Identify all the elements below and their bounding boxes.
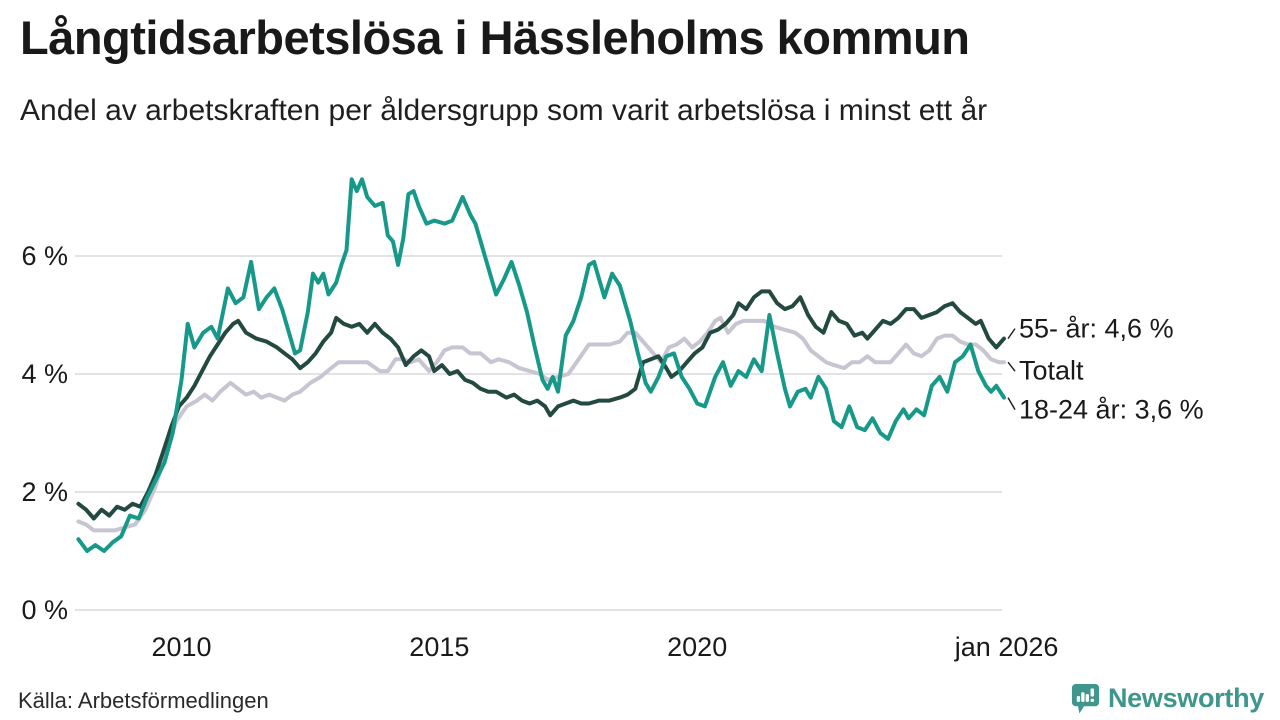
- source-note: Källa: Arbetsförmedlingen: [18, 688, 269, 713]
- x-tick-label: 2020: [667, 632, 728, 662]
- y-tick-label: 0 %: [21, 595, 68, 625]
- series-end-label-55-år: 55- år: 4,6 %: [1019, 313, 1174, 344]
- brand-logo: Newsworthy: [1070, 682, 1264, 715]
- series-line-55-år: [76, 289, 1006, 521]
- series-line-18-24år: [76, 177, 1006, 553]
- brand-name: Newsworthy: [1107, 683, 1264, 713]
- y-tick-label: 4 %: [21, 359, 68, 389]
- label-leader-line: [1007, 397, 1016, 410]
- series-end-label-18-24år: 18-24 år: 3,6 %: [1019, 394, 1204, 425]
- page-title: Långtidsarbetslösa i Hässleholms kommun: [20, 11, 970, 64]
- label-leader-line: [1007, 328, 1016, 339]
- series-line-Totalt: [76, 315, 1006, 533]
- chart-subtitle: Andel av arbetskraften per åldersgrupp s…: [20, 94, 988, 127]
- series-end-label-Totalt: Totalt: [1019, 355, 1084, 386]
- y-tick-label: 6 %: [21, 241, 68, 271]
- x-tick-label: jan 2026: [954, 632, 1059, 662]
- x-tick-label: 2015: [409, 632, 470, 662]
- label-leader-line: [1007, 361, 1016, 372]
- y-tick-label: 2 %: [21, 477, 68, 507]
- newsworthy-chart-bubble-icon: [1071, 683, 1100, 714]
- x-tick-label: 2010: [151, 632, 212, 662]
